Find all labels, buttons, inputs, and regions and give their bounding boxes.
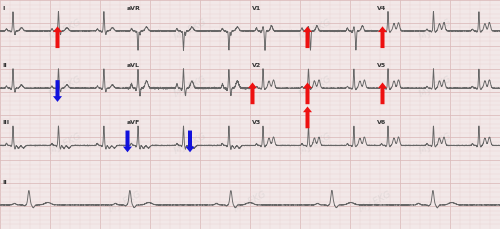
Text: My EKG: My EKG — [418, 18, 452, 42]
FancyArrow shape — [378, 26, 387, 48]
Text: My EKG: My EKG — [48, 132, 82, 156]
FancyArrow shape — [123, 131, 132, 152]
Text: My EKG: My EKG — [358, 189, 392, 214]
FancyArrow shape — [303, 82, 312, 104]
Text: aVL: aVL — [127, 63, 140, 68]
Text: V5: V5 — [377, 63, 386, 68]
Text: My EKG: My EKG — [418, 132, 452, 156]
Text: My EKG: My EKG — [172, 132, 208, 156]
Text: V3: V3 — [252, 120, 261, 125]
FancyArrow shape — [303, 26, 312, 48]
Text: My EKG: My EKG — [172, 75, 208, 99]
FancyArrow shape — [378, 82, 387, 104]
Text: V1: V1 — [252, 6, 261, 11]
FancyArrow shape — [248, 82, 257, 104]
Text: aVF: aVF — [127, 120, 140, 125]
Text: V4: V4 — [377, 6, 386, 11]
Text: aVR: aVR — [127, 6, 141, 11]
Text: My EKG: My EKG — [298, 18, 332, 42]
Text: My EKG: My EKG — [232, 189, 268, 214]
Text: III: III — [2, 120, 9, 125]
Text: My EKG: My EKG — [108, 189, 142, 214]
Text: My EKG: My EKG — [298, 75, 332, 99]
Text: My EKG: My EKG — [48, 75, 82, 99]
Text: My EKG: My EKG — [418, 75, 452, 99]
FancyArrow shape — [53, 26, 62, 48]
Text: I: I — [2, 6, 4, 11]
Text: V6: V6 — [377, 120, 386, 125]
Text: My EKG: My EKG — [172, 18, 208, 42]
FancyArrow shape — [53, 80, 62, 102]
Text: II: II — [2, 180, 7, 185]
Text: V2: V2 — [252, 63, 261, 68]
FancyArrow shape — [303, 106, 312, 128]
Text: II: II — [2, 63, 7, 68]
Text: My EKG: My EKG — [48, 18, 82, 42]
FancyArrow shape — [186, 131, 194, 152]
Text: My EKG: My EKG — [298, 132, 332, 156]
